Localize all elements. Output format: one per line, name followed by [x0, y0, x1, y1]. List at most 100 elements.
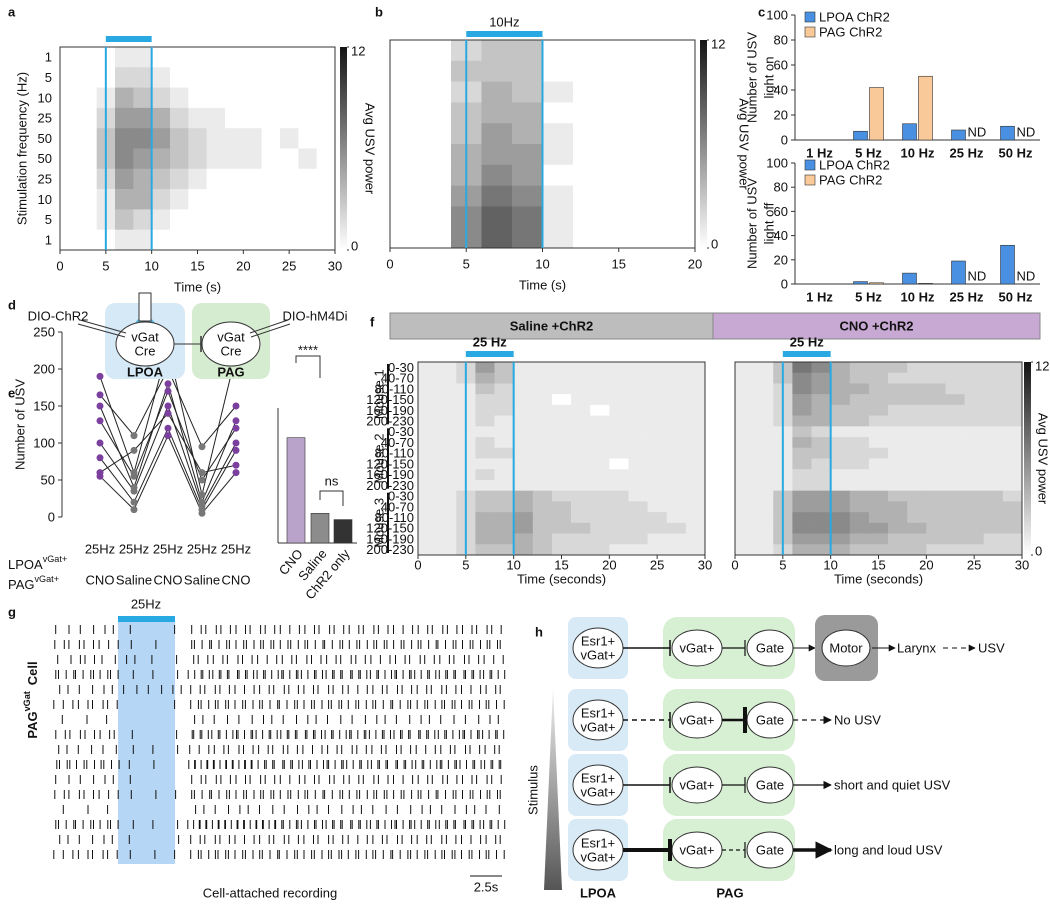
- bar: [902, 272, 917, 285]
- heatmap-cell: [481, 227, 513, 249]
- heatmap-cell: [735, 522, 755, 534]
- heatmap-cell: [849, 447, 870, 459]
- x-axis-label: Time (seconds): [834, 572, 923, 587]
- heatmap-cell: [647, 512, 668, 524]
- heatmap-cell: [945, 533, 965, 545]
- y-tick-label: 40: [774, 83, 788, 98]
- spike-ticks: [212, 670, 230, 679]
- heatmap-cell: [60, 67, 79, 88]
- heatmap-cell: [551, 544, 572, 556]
- spike-ticks: [348, 640, 368, 649]
- heatmap-cell: [849, 394, 870, 406]
- spike-ticks: [53, 700, 74, 709]
- row-label: 40-70: [381, 435, 414, 450]
- heatmap-cell: [609, 479, 629, 491]
- heatmap-cell: [666, 426, 687, 438]
- heatmap-cell: [926, 522, 946, 534]
- legend-label: LPOA ChR2: [819, 158, 890, 173]
- x-tick-label: 25Hz: [85, 542, 115, 557]
- spike-ticks: [190, 685, 206, 694]
- spike-ticks: [415, 745, 436, 754]
- heatmap-cell: [437, 362, 457, 374]
- y-axis-label: Number of USV: [745, 178, 760, 269]
- heatmap-cell: [225, 229, 244, 251]
- heatmap-cell: [571, 501, 591, 513]
- x-tick-label: 5 Hz: [855, 290, 882, 305]
- heatmap-cell: [243, 107, 262, 129]
- heatmap-cell: [830, 544, 851, 556]
- heatmap-cell: [983, 437, 1004, 449]
- x-tick-label: 10: [535, 257, 549, 272]
- spike-ticks: [395, 760, 413, 769]
- spike-ticks: [441, 805, 456, 814]
- heatmap-cell: [551, 522, 572, 534]
- heatmap-cell: [418, 437, 438, 449]
- heatmap-cell: [243, 128, 262, 149]
- heatmap-cell: [475, 469, 495, 481]
- heatmap-cell: [907, 394, 927, 406]
- heatmap-cell: [685, 469, 706, 481]
- heatmap-cell: [418, 404, 438, 416]
- heatmap-cell: [735, 490, 755, 502]
- spike-ticks: [211, 730, 234, 739]
- heatmap-cell: [494, 490, 514, 502]
- x-tick-label: 0: [386, 257, 393, 272]
- heatmap-cell: [513, 544, 534, 556]
- spike-ticks: [438, 670, 456, 679]
- x-tick-label: 20: [919, 558, 933, 573]
- heatmap-cell: [60, 47, 79, 68]
- heatmap-cell: [888, 415, 908, 427]
- colorbar-label: Avg USV power: [1036, 413, 1050, 505]
- heatmap-cell: [664, 60, 696, 82]
- spike-ticks: [279, 625, 300, 634]
- heatmap-cell: [78, 209, 97, 230]
- heatmap-cell: [664, 164, 696, 186]
- x-tick-label: 5: [779, 558, 786, 573]
- heatmap-cell: [964, 372, 985, 384]
- value-label: ND: [1017, 269, 1036, 284]
- heatmap-cell: [964, 447, 985, 459]
- spike-ticks: [104, 775, 114, 784]
- heatmap-cell: [1002, 490, 1023, 502]
- heatmap-cell: [551, 490, 572, 502]
- heatmap-cell: [868, 426, 889, 438]
- heatmap-cell: [60, 87, 79, 109]
- heatmap-cell: [603, 60, 635, 82]
- row-label: 10: [38, 192, 52, 207]
- heatmap-cell: [513, 512, 534, 524]
- heatmap-cell: [551, 512, 572, 524]
- heatmap-cell: [849, 469, 870, 481]
- heatmap-cell: [647, 372, 668, 384]
- y-axis-label: Stimulation frequency (Hz): [15, 72, 30, 225]
- stimulus-window: [118, 620, 175, 864]
- heatmap-cell: [532, 522, 553, 534]
- heatmap-cell: [609, 447, 629, 459]
- heatmap-cell: [261, 168, 281, 190]
- spike-ticks: [461, 700, 480, 709]
- heatmap-cell: [685, 479, 706, 491]
- heatmap-cell: [735, 447, 755, 459]
- heatmap-cell: [494, 362, 514, 374]
- x-tick-label: 30: [328, 259, 342, 274]
- heatmap-cell: [151, 168, 171, 190]
- heatmap-cell: [849, 415, 870, 427]
- heatmap-cell: [888, 469, 908, 481]
- heatmap-cell: [494, 501, 514, 513]
- heatmap-cell: [754, 437, 774, 449]
- row-label: 10: [38, 90, 52, 105]
- spike-ticks: [79, 775, 95, 784]
- x-tick-label: 0: [414, 558, 421, 573]
- heatmap-cell: [1002, 362, 1023, 374]
- spike-ticks: [483, 820, 506, 829]
- heatmap-cell: [603, 81, 635, 103]
- y-tick-label: 100: [766, 156, 788, 171]
- heatmap-cell: [754, 490, 774, 502]
- heatmap-cell: [188, 148, 207, 170]
- heatmap-cell: [571, 533, 591, 545]
- heatmap-cell: [298, 229, 317, 251]
- heatmap-cell: [603, 227, 635, 249]
- spike-ticks: [442, 775, 458, 784]
- y-axis-label: Number of USV: [745, 32, 760, 123]
